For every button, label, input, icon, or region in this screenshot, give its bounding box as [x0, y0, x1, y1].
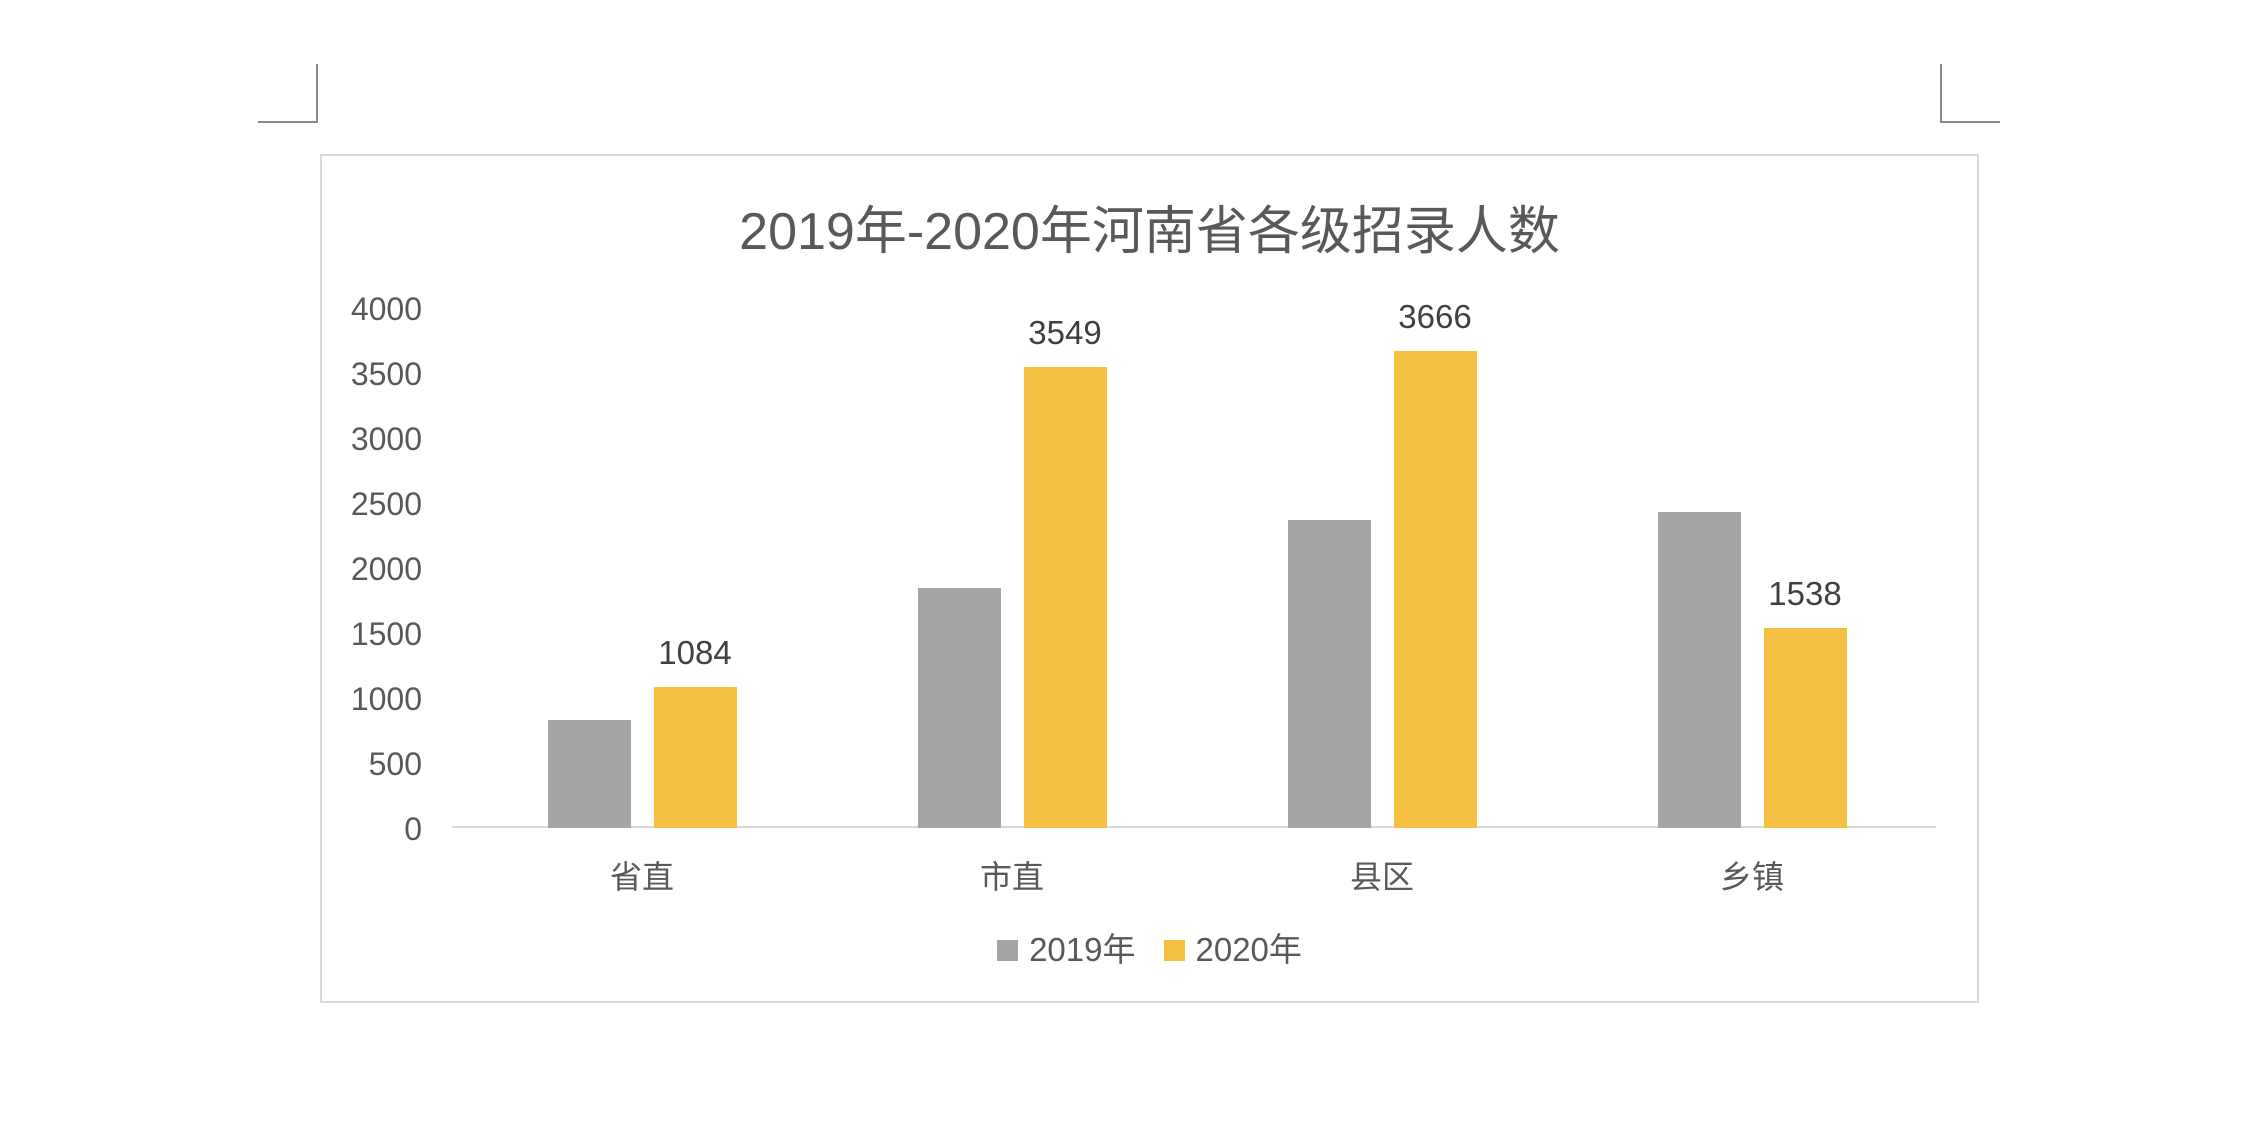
legend-swatch-2019-icon	[997, 939, 1019, 961]
y-tick-label: 3500	[350, 356, 422, 392]
x-category-label: 市直	[979, 859, 1044, 895]
data-label: 1084	[658, 634, 732, 672]
bar-2020年-省直[interactable]	[653, 687, 737, 828]
bar-2020年-乡镇[interactable]	[1763, 628, 1847, 828]
chart-container[interactable]: 2019年-2020年河南省各级招录人数 4000 3500 3000 2500…	[320, 154, 1979, 1003]
legend-swatch-2020-icon	[1163, 939, 1185, 961]
bar-2019年-市直[interactable]	[917, 587, 1001, 828]
y-tick-label: 1500	[350, 616, 422, 652]
bar-2019年-县区[interactable]	[1287, 519, 1371, 828]
x-axis-line	[452, 826, 1936, 828]
legend-item-2020[interactable]: 2020年	[1163, 931, 1302, 968]
legend-label: 2020年	[1195, 931, 1302, 968]
bar-2020年-县区[interactable]	[1393, 351, 1477, 828]
x-category-label: 乡镇	[1719, 859, 1784, 895]
corner-mark-top-right-horizontal	[1940, 121, 2000, 123]
y-tick-label: 2000	[350, 551, 422, 587]
legend-item-2019[interactable]: 2019年	[997, 931, 1136, 968]
bar-2019年-省直[interactable]	[547, 720, 631, 828]
y-tick-label: 2500	[350, 486, 422, 522]
legend-label: 2019年	[1029, 931, 1136, 968]
data-label: 1538	[1768, 575, 1842, 613]
y-tick-label: 4000	[350, 291, 422, 327]
y-tick-label: 1000	[350, 681, 422, 717]
legend: 2019年 2020年	[322, 932, 1977, 968]
bar-2019年-乡镇[interactable]	[1657, 512, 1741, 828]
chart-title: 2019年-2020年河南省各级招录人数	[739, 203, 1560, 261]
y-tick-label: 3000	[350, 421, 422, 457]
corner-mark-top-left-vertical	[316, 64, 318, 123]
data-label: 3549	[1028, 313, 1102, 351]
data-label: 3666	[1398, 298, 1472, 336]
bar-2020年-市直[interactable]	[1023, 366, 1107, 828]
x-category-label: 省直	[609, 859, 674, 895]
corner-mark-top-right-vertical	[1940, 64, 1942, 123]
x-category-label: 县区	[1349, 859, 1414, 895]
y-tick-label: 500	[368, 746, 422, 782]
y-tick-label: 0	[404, 811, 422, 847]
corner-mark-top-left-horizontal	[258, 121, 318, 123]
